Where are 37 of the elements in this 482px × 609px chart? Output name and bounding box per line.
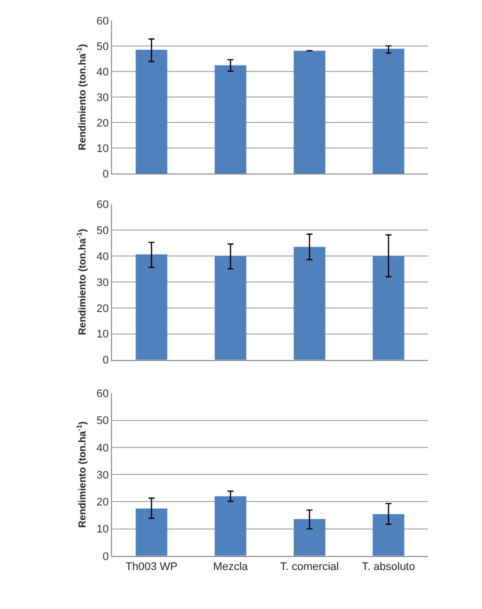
x-tick-label: Mezcla: [213, 561, 249, 574]
y-tick-label: 10: [96, 328, 109, 341]
bar: [294, 519, 326, 556]
bar: [214, 496, 246, 556]
y-tick-label: 10: [96, 142, 109, 155]
y-tick-label: 0: [102, 354, 109, 367]
bar: [136, 508, 168, 556]
y-tick-label: 60: [96, 16, 109, 28]
y-tick-label: 40: [96, 442, 109, 454]
bar: [136, 254, 168, 360]
bar: [372, 256, 404, 360]
y-tick-label: 50: [96, 41, 109, 54]
bar: [294, 246, 326, 360]
y-tick-label: 20: [96, 117, 109, 130]
y-tick-label: 40: [96, 66, 109, 79]
y-tick-label: 50: [96, 224, 109, 237]
x-tick-label: T. comercial: [280, 561, 339, 574]
bar: [214, 65, 246, 174]
y-tick-label: 30: [96, 276, 109, 289]
y-tick-label: 30: [96, 92, 109, 104]
y-tick-label: 60: [96, 198, 109, 211]
y-tick-label: 10: [96, 524, 109, 536]
y-tick-label: 30: [96, 469, 109, 482]
y-tick-label: 20: [96, 302, 109, 315]
y-tick-label: 20: [96, 496, 109, 509]
bar: [372, 48, 404, 174]
bar: [294, 50, 326, 174]
y-tick-label: 0: [102, 550, 109, 563]
y-tick-label: 0: [102, 168, 109, 180]
x-tick-label: T. absoluto: [362, 561, 416, 574]
bar: [214, 256, 246, 360]
y-tick-label: 50: [96, 415, 109, 428]
bar: [136, 50, 168, 174]
x-tick-label: Th003 WP: [126, 561, 178, 574]
y-tick-label: 40: [96, 250, 109, 263]
bar: [372, 514, 404, 556]
y-tick-label: 60: [96, 388, 109, 400]
